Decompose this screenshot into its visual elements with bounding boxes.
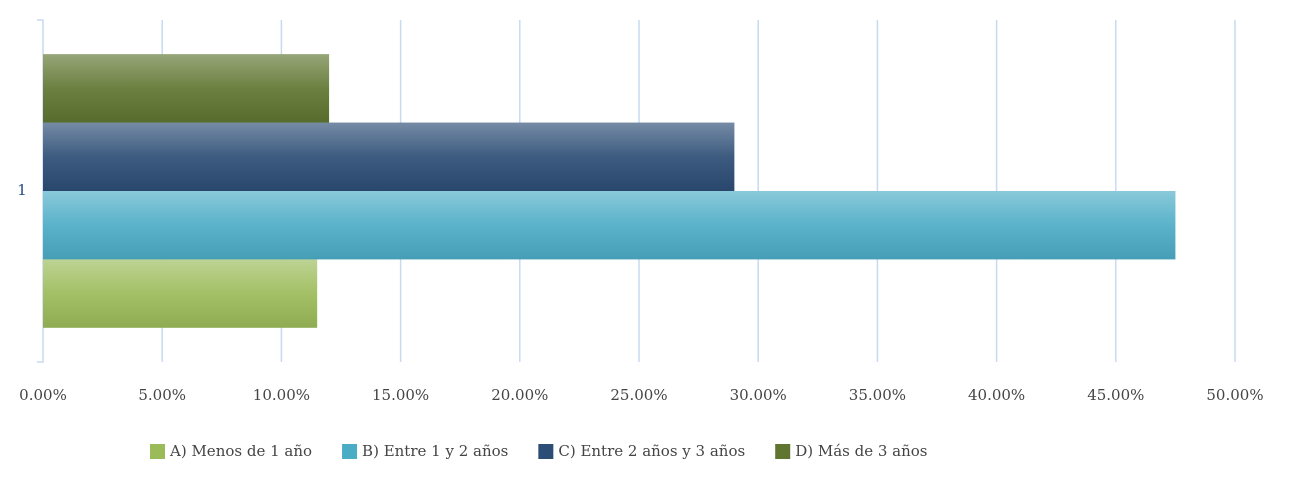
bar-shine	[43, 191, 1176, 260]
legend-label: D) Más de 3 años	[795, 442, 927, 460]
x-tick-label: 0.00%	[19, 386, 67, 404]
legend-swatch	[538, 444, 554, 459]
bar-shine	[43, 54, 330, 123]
bar-shine	[43, 259, 318, 328]
legend-swatch	[342, 444, 358, 459]
x-tick-label: 10.00%	[253, 386, 310, 404]
x-tick-label: 5.00%	[138, 386, 186, 404]
legend-swatch	[150, 444, 165, 459]
x-tick-label: 45.00%	[1087, 386, 1144, 404]
x-tick-label: 50.00%	[1206, 386, 1263, 404]
x-tick-label: 40.00%	[968, 386, 1025, 404]
bar-shine	[43, 122, 735, 191]
x-tick-label: 35.00%	[849, 386, 906, 404]
y-axis	[37, 19, 44, 363]
x-tick-label: 15.00%	[372, 386, 429, 404]
legend-swatch	[775, 444, 791, 459]
y-tick-label: 1	[17, 181, 27, 199]
x-tick-label: 20.00%	[491, 386, 548, 404]
x-tick-label: 30.00%	[730, 386, 787, 404]
legend-label: B) Entre 1 y 2 años	[362, 442, 508, 460]
legend-label: C) Entre 2 años y 3 años	[558, 442, 745, 460]
x-tick-label: 25.00%	[610, 386, 667, 404]
legend-label: A) Menos de 1 año	[169, 442, 312, 460]
